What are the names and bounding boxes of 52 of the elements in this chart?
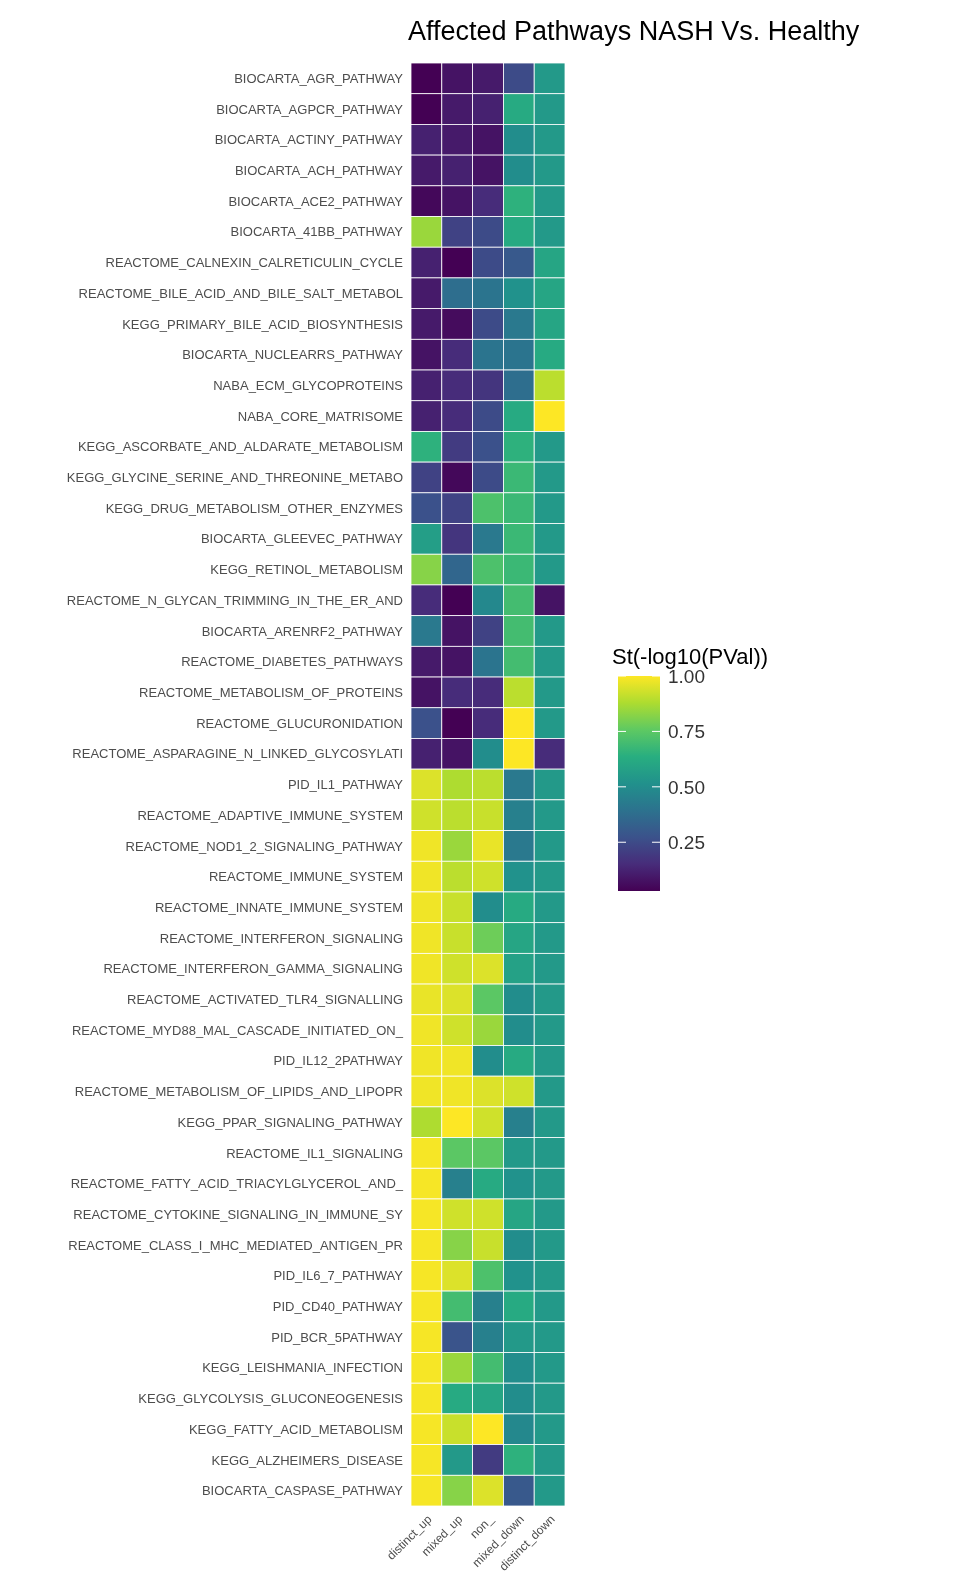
y-tick-label: BIOCARTA_ARENRF2_PATHWAY [201, 623, 404, 639]
text: Affected Pathways NASH Vs. Healthy [408, 16, 860, 47]
y-tick-label: PID_CD40_PATHWAY [272, 1299, 404, 1315]
y-tick-label: BIOCARTA_ACTINY_PATHWAY [214, 132, 404, 148]
y-tick-label: REACTOME_IMMUNE_SYSTEM [208, 869, 403, 885]
y-tick-label: REACTOME_ADAPTIVE_IMMUNE_SYSTEM [137, 807, 403, 823]
y-tick-label: REACTOME_GLUCURONIDATION [196, 715, 403, 731]
y-tick-label: BIOCARTA_CASPASE_PATHWAY [201, 1483, 404, 1499]
y-tick-label: BIOCARTA_AGR_PATHWAY [234, 70, 404, 86]
y-tick-label: BIOCARTA_GLEEVEC_PATHWAY [200, 531, 404, 547]
y-tick-label: REACTOME_DIABETES_PATHWAYS [181, 654, 404, 670]
y-tick-label: REACTOME_METABOLISM_OF_LIPIDS_AND_LIPOPR [74, 1084, 403, 1100]
y-tick-label: KEGG_GLYCOLYSIS_GLUCONEOGENESIS [138, 1391, 404, 1407]
y-tick-label: REACTOME_NOD1_2_SIGNALING_PATHWAY [125, 838, 404, 854]
y-tick-label: NABA_CORE_MATRISOME [237, 408, 404, 424]
y-tick-label: BIOCARTA_ACE2_PATHWAY [228, 193, 404, 209]
y-tick-label: KEGG_LEISHMANIA_INFECTION [202, 1360, 403, 1376]
y-tick-label: KEGG_GLYCINE_SERINE_AND_THREONINE_METABO [66, 470, 403, 486]
y-tick-label: BIOCARTA_41BB_PATHWAY [230, 224, 404, 240]
y-tick-label: REACTOME_CLASS_I_MHC_MEDIATED_ANTIGEN_PR [68, 1237, 403, 1253]
y-tick-label: PID_IL1_PATHWAY [287, 777, 404, 793]
y-tick-label: KEGG_FATTY_ACID_METABOLISM [188, 1421, 403, 1437]
y-tick-label: REACTOME_MYD88_MAL_CASCADE_INITIATED_ON_ [71, 1022, 404, 1038]
y-tick-label: REACTOME_ASPARAGINE_N_LINKED_GLYCOSYLATI [72, 746, 403, 762]
y-tick-label: REACTOME_INTERFERON_SIGNALING [159, 930, 403, 946]
y-tick-label: REACTOME_CYTOKINE_SIGNALING_IN_IMMUNE_SY [73, 1206, 404, 1222]
y-tick-label: BIOCARTA_NUCLEARRS_PATHWAY [182, 347, 404, 363]
y-tick-label: REACTOME_N_GLYCAN_TRIMMING_IN_THE_ER_AND [66, 592, 403, 608]
y-tick-label: NABA_ECM_GLYCOPROTEINS [213, 377, 404, 393]
y-tick-label: REACTOME_ACTIVATED_TLR4_SIGNALLING [127, 992, 403, 1008]
y-tick-label: REACTOME_IL1_SIGNALING [226, 1145, 403, 1161]
y-tick-label: KEGG_PRIMARY_BILE_ACID_BIOSYNTHESIS [122, 316, 404, 332]
color-bar-label: 0.75 [668, 721, 705, 743]
y-tick-label: KEGG_DRUG_METABOLISM_OTHER_ENZYMES [105, 500, 404, 516]
color-bar-label: 0.50 [668, 776, 705, 798]
color-bar-title: St(-log10(PVal)) [612, 644, 769, 669]
y-tick-label: KEGG_PPAR_SIGNALING_PATHWAY [177, 1114, 404, 1130]
color-bar-label: 0.25 [668, 832, 705, 854]
y-tick-label: REACTOME_INTERFERON_GAMMA_SIGNALING [103, 961, 403, 977]
y-tick-label: KEGG_ASCORBATE_AND_ALDARATE_METABOLISM [77, 439, 403, 455]
y-tick-label: PID_IL6_7_PATHWAY [273, 1268, 404, 1284]
y-tick-label: PID_BCR_5PATHWAY [271, 1329, 404, 1345]
y-tick-label: REACTOME_FATTY_ACID_TRIACYLGLYCEROL_AND_ [70, 1176, 404, 1192]
y-tick-label: KEGG_RETINOL_METABOLISM [210, 562, 403, 578]
y-tick-label: REACTOME_METABOLISM_OF_PROTEINS [139, 685, 404, 701]
y-tick-label: REACTOME_BILE_ACID_AND_BILE_SALT_METABOL [78, 285, 403, 301]
y-tick-label: REACTOME_INNATE_IMMUNE_SYSTEM [154, 899, 403, 915]
y-tick-label: BIOCARTA_ACH_PATHWAY [234, 163, 404, 179]
y-tick-label: PID_IL12_2PATHWAY [273, 1053, 404, 1069]
y-tick-label: BIOCARTA_AGPCR_PATHWAY [216, 101, 404, 117]
y-tick-label: REACTOME_CALNEXIN_CALRETICULIN_CYCLE [105, 255, 404, 271]
y-tick-label: KEGG_ALZHEIMERS_DISEASE [211, 1452, 404, 1468]
